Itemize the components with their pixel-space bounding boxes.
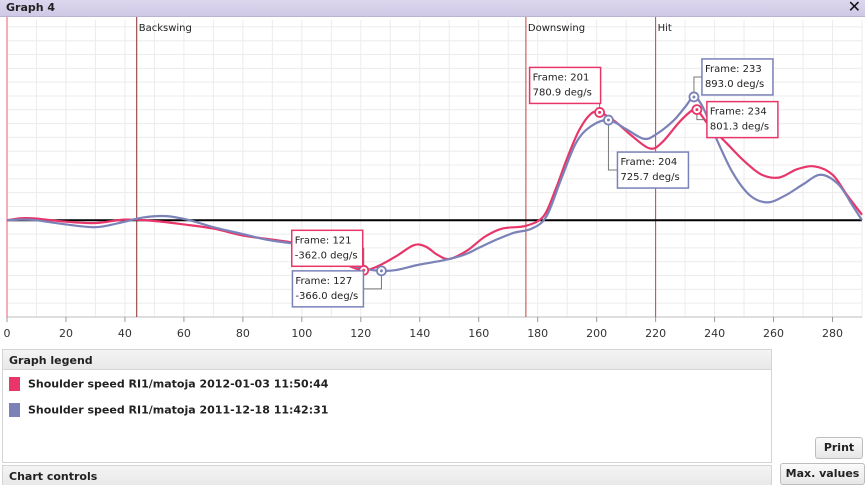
annotation-value-text: 893.0 deg/s bbox=[705, 79, 764, 90]
x-tick-label: 100 bbox=[291, 327, 312, 340]
x-tick-label: 280 bbox=[822, 327, 843, 340]
legend-label: Shoulder speed RI1/matoja 2012-01-03 11:… bbox=[28, 377, 329, 391]
annotation-frame-text: Frame: 204 bbox=[620, 157, 677, 168]
chart-controls-title: Chart controls bbox=[9, 470, 98, 483]
print-button[interactable]: Print bbox=[815, 437, 863, 459]
annotation-box bbox=[616, 151, 690, 189]
x-tick-label: 40 bbox=[118, 327, 132, 340]
legend-item: Shoulder speed RI1/matoja 2011-12-18 11:… bbox=[9, 403, 328, 417]
x-tick-label: 20 bbox=[59, 327, 73, 340]
annotation-marker-dot bbox=[379, 269, 383, 273]
x-tick-label: 120 bbox=[350, 327, 371, 340]
annotation-leader bbox=[693, 76, 702, 97]
annotation-value-text: -362.0 deg/s bbox=[295, 250, 358, 261]
legend-title: Graph legend bbox=[3, 350, 771, 370]
legend-swatch bbox=[9, 403, 20, 417]
legend-item: Shoulder speed RI1/matoja 2012-01-03 11:… bbox=[9, 377, 328, 391]
x-tick-label: 220 bbox=[645, 327, 666, 340]
legend-panel: Graph legend Shoulder speed RI1/matoja 2… bbox=[2, 349, 772, 463]
speed-chart: 0 20 40 60 80 100 120 140 160 180 200 220 240 260 280 B… bbox=[4, 17, 863, 340]
annotation-marker-dot bbox=[598, 110, 602, 114]
series-line-2 bbox=[6, 95, 863, 273]
x-tick-label: 260 bbox=[763, 327, 784, 340]
annotation-box bbox=[528, 66, 602, 105]
annotation-value-text: -366.0 deg/s bbox=[295, 291, 358, 302]
annotation-box bbox=[706, 100, 779, 139]
annotation-frame-text: Frame: 201 bbox=[533, 72, 590, 83]
x-tick-label: 160 bbox=[468, 327, 489, 340]
phase-marker-label: Hit bbox=[658, 23, 672, 34]
annotation-box bbox=[291, 270, 365, 308]
x-tick-label: 180 bbox=[527, 327, 548, 340]
series-line-1 bbox=[6, 107, 863, 272]
legend-label: Shoulder speed RI1/matoja 2011-12-18 11:… bbox=[28, 403, 329, 417]
x-tick-label: 140 bbox=[409, 327, 430, 340]
x-tick-label: 200 bbox=[586, 327, 607, 340]
window-title: Graph 4 bbox=[6, 1, 56, 14]
annotation-frame-text: Frame: 127 bbox=[295, 276, 352, 287]
chart-controls-panel[interactable]: Chart controls bbox=[2, 465, 772, 485]
x-tick-label: 60 bbox=[177, 327, 191, 340]
annotation-box bbox=[701, 58, 774, 96]
annotation-marker-dot bbox=[606, 118, 610, 122]
annotation-frame-text: Frame: 233 bbox=[705, 64, 762, 75]
annotation-leader bbox=[607, 120, 618, 171]
annotation-value-text: 780.9 deg/s bbox=[533, 87, 592, 98]
annotation-box bbox=[290, 229, 364, 268]
annotation-value-text: 725.7 deg/s bbox=[620, 172, 679, 183]
annotation-frame-text: Frame: 234 bbox=[710, 107, 767, 118]
annotation-value-text: 801.3 deg/s bbox=[710, 122, 769, 133]
annotation-leader bbox=[363, 270, 382, 290]
annotation-marker-dot bbox=[692, 95, 696, 99]
x-tick-label: 80 bbox=[236, 327, 250, 340]
phase-marker-label: Downswing bbox=[528, 23, 585, 34]
title-bar: Graph 4 ✕ bbox=[0, 0, 865, 17]
annotation-marker-dot bbox=[695, 108, 699, 112]
max-values-button[interactable]: Max. values bbox=[780, 463, 865, 485]
legend-swatch bbox=[9, 377, 20, 391]
annotation-frame-text: Frame: 121 bbox=[295, 235, 352, 246]
phase-marker-label: Backswing bbox=[139, 23, 192, 34]
close-icon[interactable]: ✕ bbox=[847, 0, 861, 16]
x-tick-label: 240 bbox=[704, 327, 725, 340]
x-tick-label: 0 bbox=[4, 327, 11, 340]
